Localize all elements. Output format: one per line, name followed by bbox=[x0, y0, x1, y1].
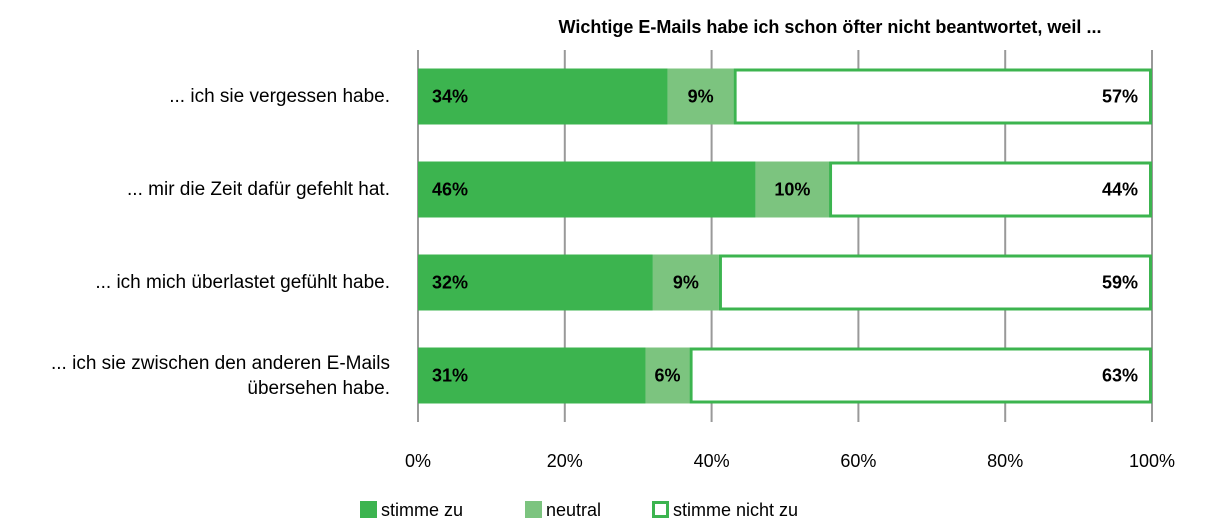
data-label: 57% bbox=[1102, 86, 1138, 106]
data-label: 10% bbox=[774, 179, 810, 199]
legend-label: stimme zu bbox=[381, 500, 463, 520]
bar-segment bbox=[418, 347, 646, 404]
x-tick-label: 60% bbox=[840, 451, 876, 471]
data-label: 9% bbox=[688, 86, 714, 106]
bar-segment bbox=[733, 68, 1152, 125]
category-label: ... ich sie zwischen den anderen E-Mails… bbox=[51, 352, 390, 399]
x-tick-label: 100% bbox=[1129, 451, 1175, 471]
bar-segment bbox=[667, 68, 734, 125]
x-tick-label: 40% bbox=[694, 451, 730, 471]
bar-segment bbox=[418, 254, 653, 311]
category-label: ... mir die Zeit dafür gefehlt hat. bbox=[127, 179, 390, 200]
bar-segment bbox=[689, 347, 1153, 404]
category-label: ... ich mich überlastet gefühlt habe. bbox=[95, 272, 390, 293]
bar-segment bbox=[755, 161, 830, 218]
data-label: 46% bbox=[432, 179, 468, 199]
x-tick-label: 80% bbox=[987, 451, 1023, 471]
x-tick-label: 0% bbox=[405, 451, 431, 471]
bar-segment bbox=[418, 161, 756, 218]
data-label: 32% bbox=[432, 272, 468, 292]
category-label: ... ich sie vergessen habe. bbox=[169, 86, 390, 107]
data-label: 34% bbox=[432, 86, 468, 106]
legend-label: neutral bbox=[546, 500, 601, 520]
data-label: 31% bbox=[432, 365, 468, 385]
data-label: 63% bbox=[1102, 365, 1138, 385]
legend-swatch bbox=[652, 501, 669, 518]
data-label: 9% bbox=[673, 272, 699, 292]
data-label: 59% bbox=[1102, 272, 1138, 292]
bar-segment bbox=[418, 68, 668, 125]
bar-segment bbox=[718, 254, 1152, 311]
legend-swatch bbox=[360, 501, 377, 518]
data-label: 6% bbox=[655, 365, 681, 385]
legend-swatch bbox=[525, 501, 542, 518]
bar-segment bbox=[645, 347, 690, 404]
data-label: 44% bbox=[1102, 179, 1138, 199]
bar-segment bbox=[829, 161, 1152, 218]
bar-segment bbox=[652, 254, 719, 311]
x-tick-label: 20% bbox=[547, 451, 583, 471]
chart-title: Wichtige E-Mails habe ich schon öfter ni… bbox=[559, 17, 1102, 37]
legend-label: stimme nicht zu bbox=[673, 500, 798, 520]
